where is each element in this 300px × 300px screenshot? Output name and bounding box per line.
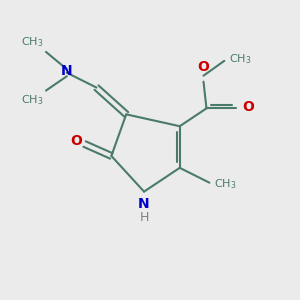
Text: O: O (242, 100, 254, 114)
Text: O: O (70, 134, 82, 148)
Text: O: O (198, 60, 209, 74)
Text: CH$_3$: CH$_3$ (20, 94, 43, 107)
Text: N: N (138, 196, 150, 211)
Text: N: N (61, 64, 73, 78)
Text: CH$_3$: CH$_3$ (229, 52, 251, 66)
Text: CH$_3$: CH$_3$ (20, 35, 43, 49)
Text: H: H (140, 211, 149, 224)
Text: CH$_3$: CH$_3$ (214, 177, 236, 191)
